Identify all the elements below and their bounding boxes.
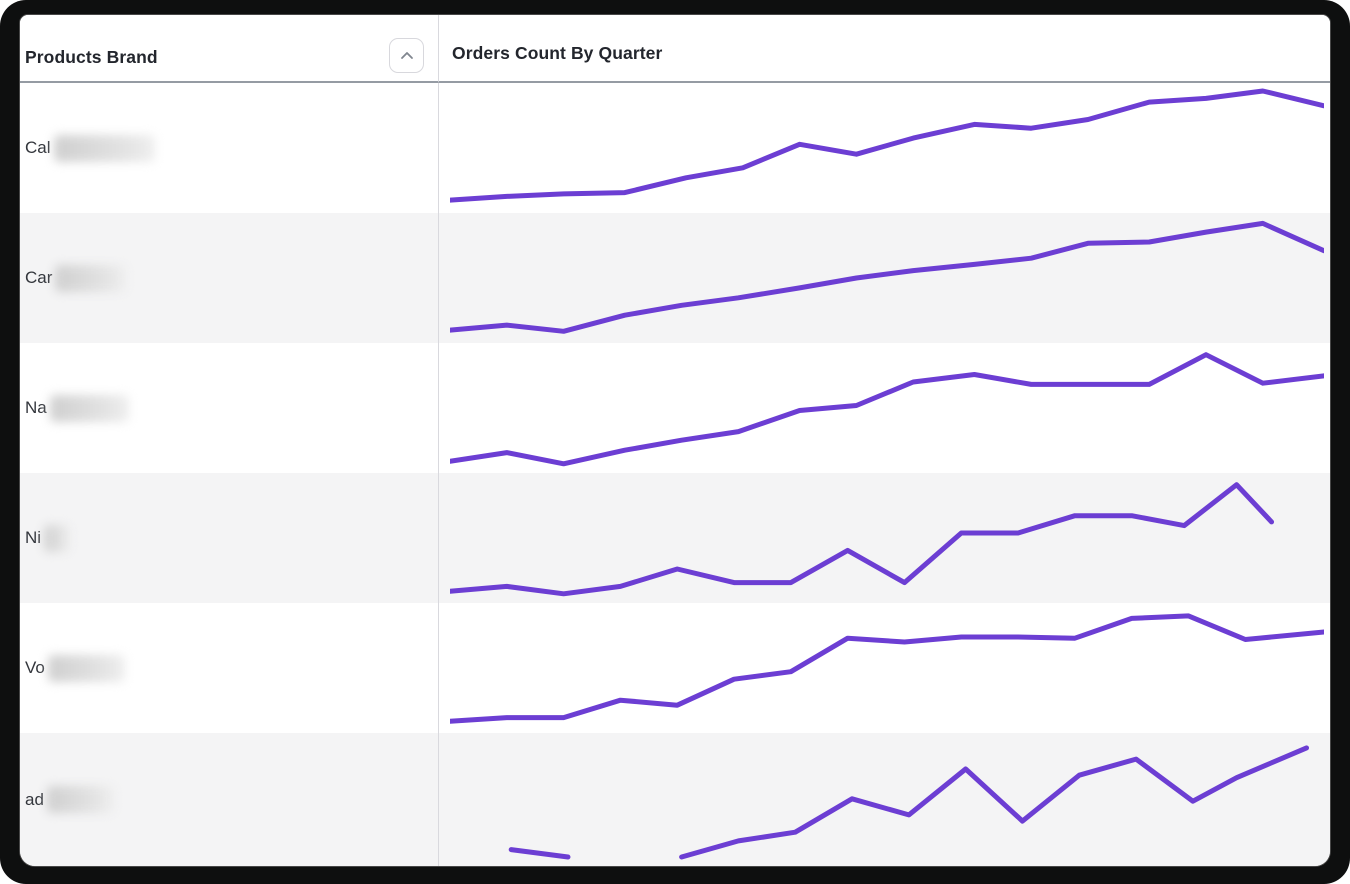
brand-label-cell: Vo bbox=[20, 603, 438, 733]
redaction-blur bbox=[47, 654, 125, 682]
header-cell-orders-count: Orders Count By Quarter bbox=[438, 15, 1330, 83]
sort-button[interactable] bbox=[389, 38, 424, 73]
sparkline-chart bbox=[450, 216, 1324, 340]
brand-name-prefix: Na bbox=[25, 398, 47, 417]
brand-label-cell: Ni bbox=[20, 473, 438, 603]
sparkline-chart bbox=[450, 606, 1324, 730]
sparkline-chart bbox=[450, 346, 1324, 470]
sparkline-cell bbox=[438, 343, 1330, 473]
redaction-blur bbox=[44, 524, 71, 552]
brand-label-cell: Na bbox=[20, 343, 438, 473]
sparkline-chart bbox=[450, 738, 1324, 862]
brand-name-prefix: Vo bbox=[25, 658, 45, 677]
brand-name-prefix: Cal bbox=[25, 138, 51, 157]
brand-label-cell: Car bbox=[20, 213, 438, 343]
sparkline-cell bbox=[438, 213, 1330, 343]
products-brand-header-label: Products Brand bbox=[25, 47, 158, 67]
brand-name-prefix: ad bbox=[25, 789, 44, 809]
sparkline-cell bbox=[438, 733, 1330, 866]
brand-name-prefix: Car bbox=[25, 268, 53, 287]
redaction-blur bbox=[53, 134, 155, 162]
sparkline-cell bbox=[438, 473, 1330, 603]
header-cell-products-brand: Products Brand bbox=[20, 15, 438, 83]
table-card: Products Brand Orders Count By Quarter C… bbox=[20, 15, 1330, 866]
orders-count-header-label: Orders Count By Quarter bbox=[452, 43, 663, 63]
brands-orders-table: Products Brand Orders Count By Quarter C… bbox=[20, 15, 1330, 866]
redaction-blur bbox=[49, 394, 129, 422]
redaction-blur bbox=[55, 264, 127, 292]
chevron-up-icon bbox=[400, 52, 413, 59]
brand-label-cell: ad bbox=[20, 733, 438, 866]
sparkline-chart bbox=[450, 86, 1324, 210]
redaction-blur bbox=[46, 786, 114, 813]
sparkline-chart bbox=[450, 476, 1324, 600]
sparkline-cell bbox=[438, 603, 1330, 733]
brand-name-prefix: Ni bbox=[25, 528, 42, 547]
sparkline-cell bbox=[438, 83, 1330, 213]
brand-label-cell: Cal bbox=[20, 83, 438, 213]
